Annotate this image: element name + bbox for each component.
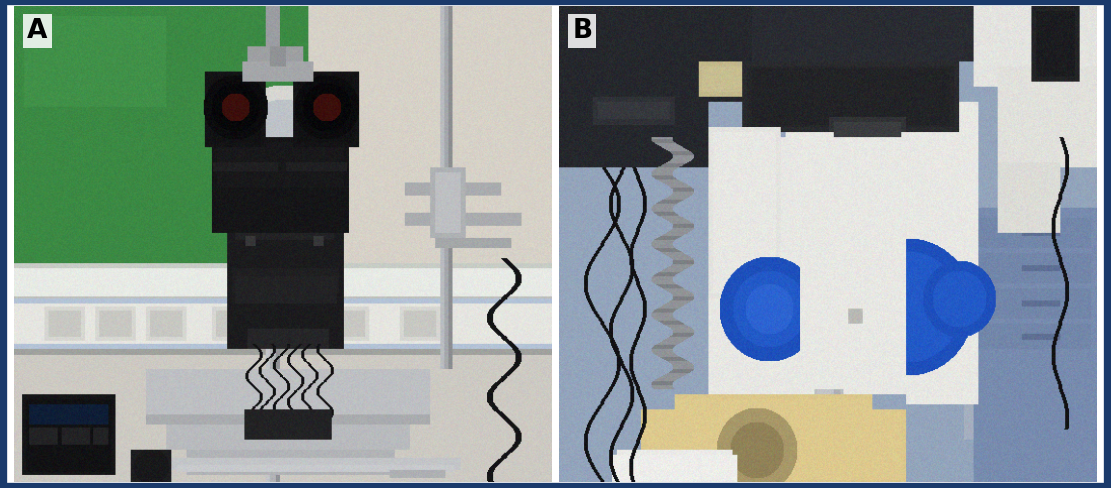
Text: B: B — [572, 18, 592, 44]
Text: A: A — [28, 18, 48, 44]
